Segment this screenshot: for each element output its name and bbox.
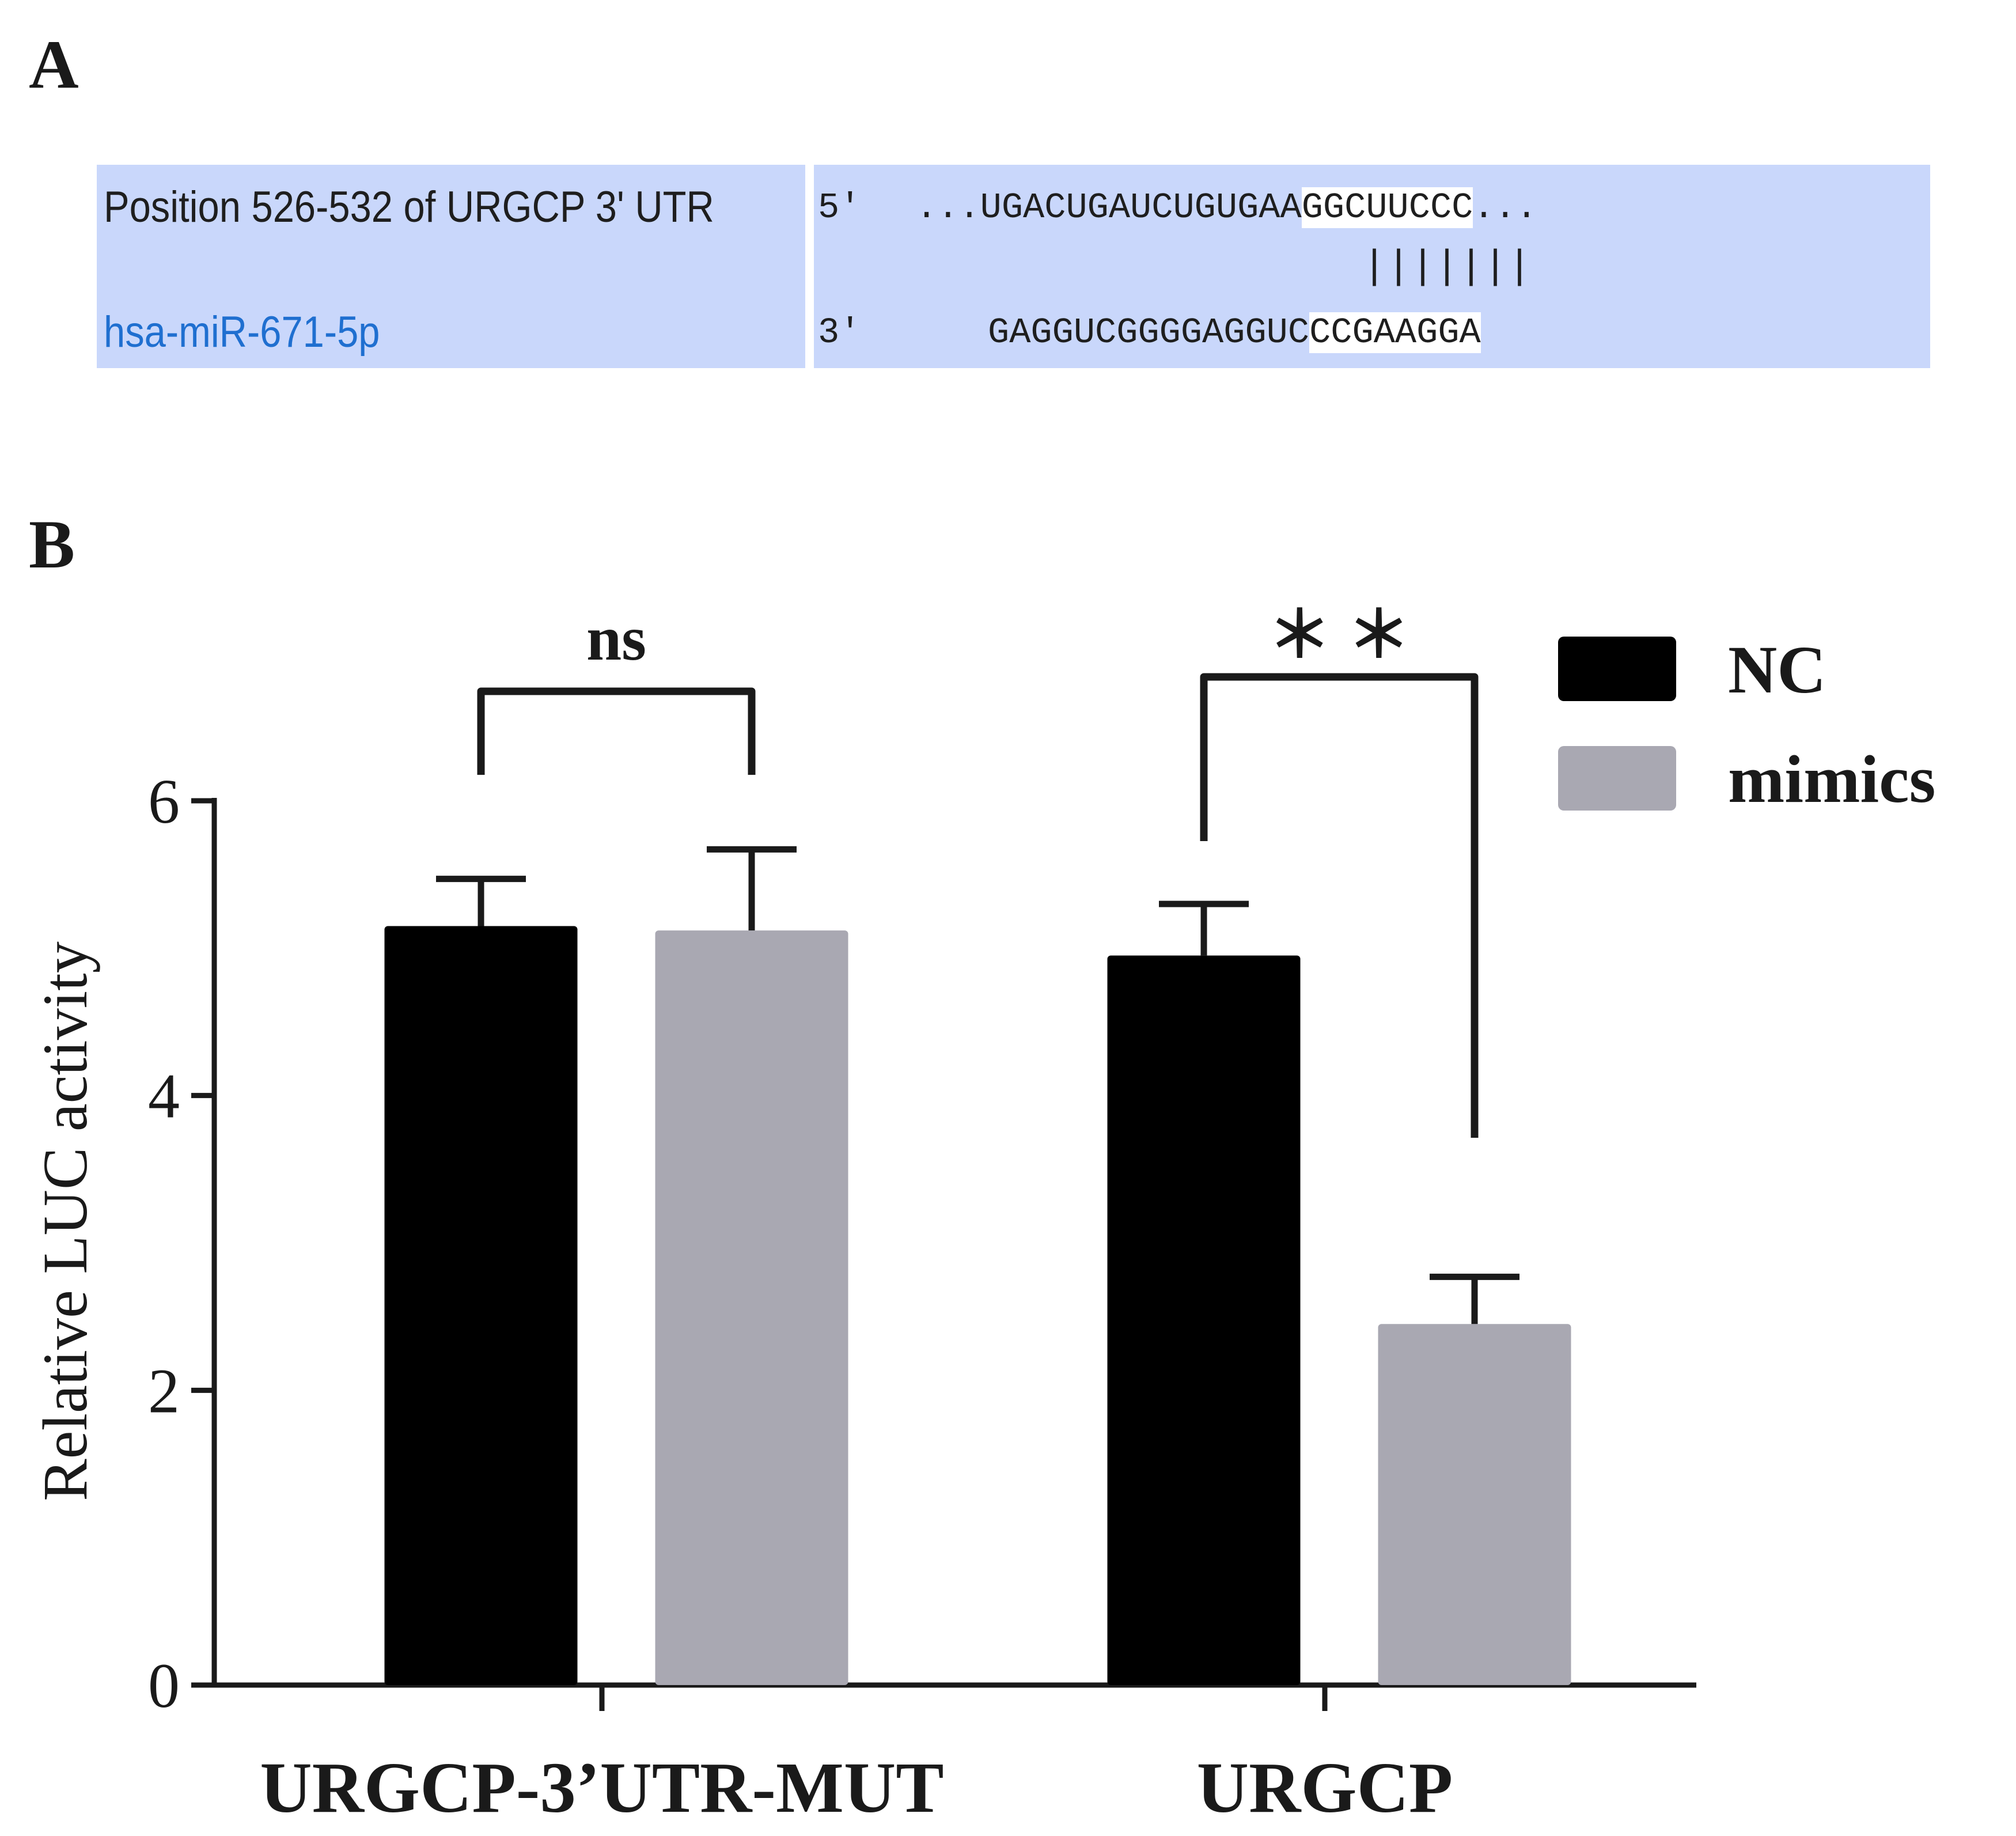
bar	[655, 930, 848, 1685]
panel-label-a: A	[29, 26, 79, 103]
legend-swatch	[1558, 637, 1676, 701]
bar	[1378, 1324, 1571, 1685]
y-tick-label: 6	[148, 766, 180, 836]
significance-label: ns	[586, 603, 646, 673]
significance-bracket	[1200, 673, 1479, 1138]
target-site-label: Position 526-532 of URGCP 3' UTR	[104, 183, 714, 232]
y-axis-title: Relative LUC activity	[30, 941, 100, 1501]
legend-label: NC	[1728, 632, 1826, 707]
y-tick-label: 0	[148, 1650, 180, 1721]
bar	[384, 926, 578, 1685]
five-prime-end-label: 5'	[818, 187, 861, 228]
legend-swatch	[1558, 746, 1676, 811]
utr-sequence-suffix: ...	[1473, 187, 1537, 228]
utr-sequence: ...UGACUGAUCUGUGAAGGCUUCCC...	[916, 187, 1537, 228]
significance-brackets: ns ＊ ＊	[477, 600, 1479, 1138]
x-category-label: URGCP	[1197, 1748, 1453, 1828]
error-bars	[436, 846, 1519, 1324]
x-category-label: URGCP-3’UTR-MUT	[260, 1748, 943, 1828]
mirna-sequence-prefix: GAGGUCGGGGAGGUC	[988, 312, 1310, 353]
utr-sequence-prefix: ...UGACUGAUCUGUGAA	[916, 187, 1302, 228]
bars	[384, 926, 1571, 1685]
legend-label: mimics	[1728, 741, 1935, 817]
base-pairing-lines: |||||||	[1362, 245, 1532, 290]
significance-label: ＊ ＊	[1268, 600, 1411, 671]
significance-bracket	[477, 687, 756, 775]
mirna-seed-region: CCGAAGGA	[1309, 312, 1481, 353]
utr-seed-region: GGCUUCCC	[1301, 187, 1473, 228]
alignment-label-box	[97, 165, 805, 368]
three-prime-end-label: 3'	[818, 312, 861, 353]
y-tick-label: 4	[148, 1061, 180, 1131]
mirna-name-link[interactable]: hsa-miR-671-5p	[104, 308, 380, 357]
mirna-sequence: GAGGUCGGGGAGGUCCCGAAGGA	[988, 312, 1481, 353]
panel-label-b: B	[29, 506, 75, 582]
bar	[1107, 955, 1301, 1685]
y-tick-label: 2	[148, 1356, 180, 1426]
x-axis: URGCP-3’UTR-MUT URGCP	[211, 1682, 1696, 1828]
y-axis: 0 2 4 6	[148, 766, 217, 1721]
legend: NC mimics	[1558, 632, 1935, 817]
